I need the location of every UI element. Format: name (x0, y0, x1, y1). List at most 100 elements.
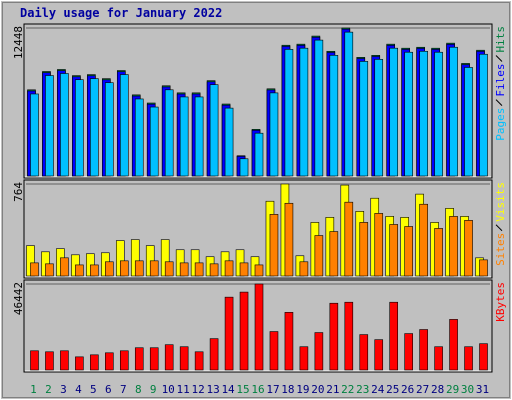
bar (45, 263, 54, 277)
legend-label: Files (494, 64, 507, 97)
bar (434, 51, 443, 177)
bar (359, 334, 369, 371)
bar (434, 346, 443, 371)
bar (209, 263, 219, 277)
bar (30, 262, 39, 277)
bar (224, 296, 234, 371)
bar (179, 96, 189, 177)
bar (209, 338, 219, 371)
bar (30, 350, 39, 371)
x-tick-label: 4 (75, 383, 82, 396)
bar (45, 351, 54, 371)
bar (105, 82, 114, 177)
bar (45, 75, 54, 177)
y-tick-label: 764 (12, 182, 25, 202)
bar (479, 53, 488, 177)
bar (269, 214, 279, 277)
bar (269, 331, 279, 371)
bar (479, 259, 488, 277)
bar (119, 74, 129, 177)
bar (329, 231, 339, 277)
x-tick-label: 15 (236, 383, 249, 396)
bar (194, 96, 204, 177)
bar (75, 264, 84, 277)
x-tick-label: 11 (177, 383, 190, 396)
bar (344, 31, 354, 177)
chart-title: Daily usage for January 2022 (20, 6, 222, 20)
x-tick-label: 13 (206, 383, 219, 396)
bar (449, 216, 458, 277)
bar (479, 343, 488, 371)
x-tick-label: 16 (251, 383, 264, 396)
bar (179, 262, 189, 277)
y-tick-label: 46442 (12, 282, 25, 315)
bar (239, 262, 249, 277)
bar (90, 78, 99, 177)
bar (419, 329, 428, 371)
bar (149, 260, 159, 277)
bar (419, 203, 428, 277)
legend-separator (495, 99, 503, 106)
bar (284, 49, 294, 177)
bar (464, 220, 473, 277)
x-tick-label: 14 (221, 383, 235, 396)
bar (329, 302, 339, 371)
bar (194, 351, 204, 371)
x-tick-label: 2 (45, 383, 52, 396)
bar (254, 132, 264, 177)
bar (359, 222, 369, 277)
bar (194, 262, 204, 277)
x-tick-label: 27 (416, 383, 429, 396)
bar (105, 352, 114, 371)
bar (314, 235, 324, 277)
x-tick-label: 30 (461, 383, 474, 396)
bar (75, 356, 84, 371)
x-tick-label: 31 (476, 383, 489, 396)
x-tick-label: 29 (446, 383, 459, 396)
bar (464, 67, 473, 177)
x-tick-label: 6 (105, 383, 112, 396)
x-tick-label: 23 (356, 383, 369, 396)
bar (389, 224, 399, 277)
bar (404, 51, 413, 177)
x-tick-label: 25 (386, 383, 399, 396)
x-tick-label: 8 (135, 383, 142, 396)
x-tick-label: 21 (326, 383, 339, 396)
bar (314, 332, 324, 371)
bar (284, 312, 294, 371)
x-tick-label: 28 (431, 383, 444, 396)
bar (374, 213, 384, 277)
legend-separator (495, 55, 503, 62)
bar (179, 346, 189, 371)
bar (269, 92, 279, 177)
x-tick-label: 12 (192, 383, 205, 396)
x-tick-label: 10 (162, 383, 175, 396)
bar (449, 319, 458, 371)
y-tick-label: 12448 (12, 26, 25, 59)
x-tick-label: 19 (296, 383, 309, 396)
bar (329, 55, 339, 177)
bar (224, 260, 234, 277)
bar (119, 350, 129, 371)
x-tick-label: 24 (371, 383, 385, 396)
bar (164, 261, 174, 277)
x-tick-label: 3 (60, 383, 67, 396)
bar (419, 50, 428, 177)
x-tick-label: 26 (401, 383, 414, 396)
bar (299, 261, 309, 277)
bar (90, 354, 99, 371)
bar (134, 98, 144, 177)
bar (389, 47, 399, 177)
bar (30, 93, 39, 177)
bar (344, 201, 354, 277)
bar (60, 350, 69, 371)
bar (299, 346, 309, 371)
x-tick-label: 17 (266, 383, 279, 396)
legend-label: Sites (494, 233, 507, 266)
bar (224, 107, 234, 177)
x-tick-label: 22 (341, 383, 354, 396)
bar (134, 347, 144, 371)
bar (359, 61, 369, 177)
